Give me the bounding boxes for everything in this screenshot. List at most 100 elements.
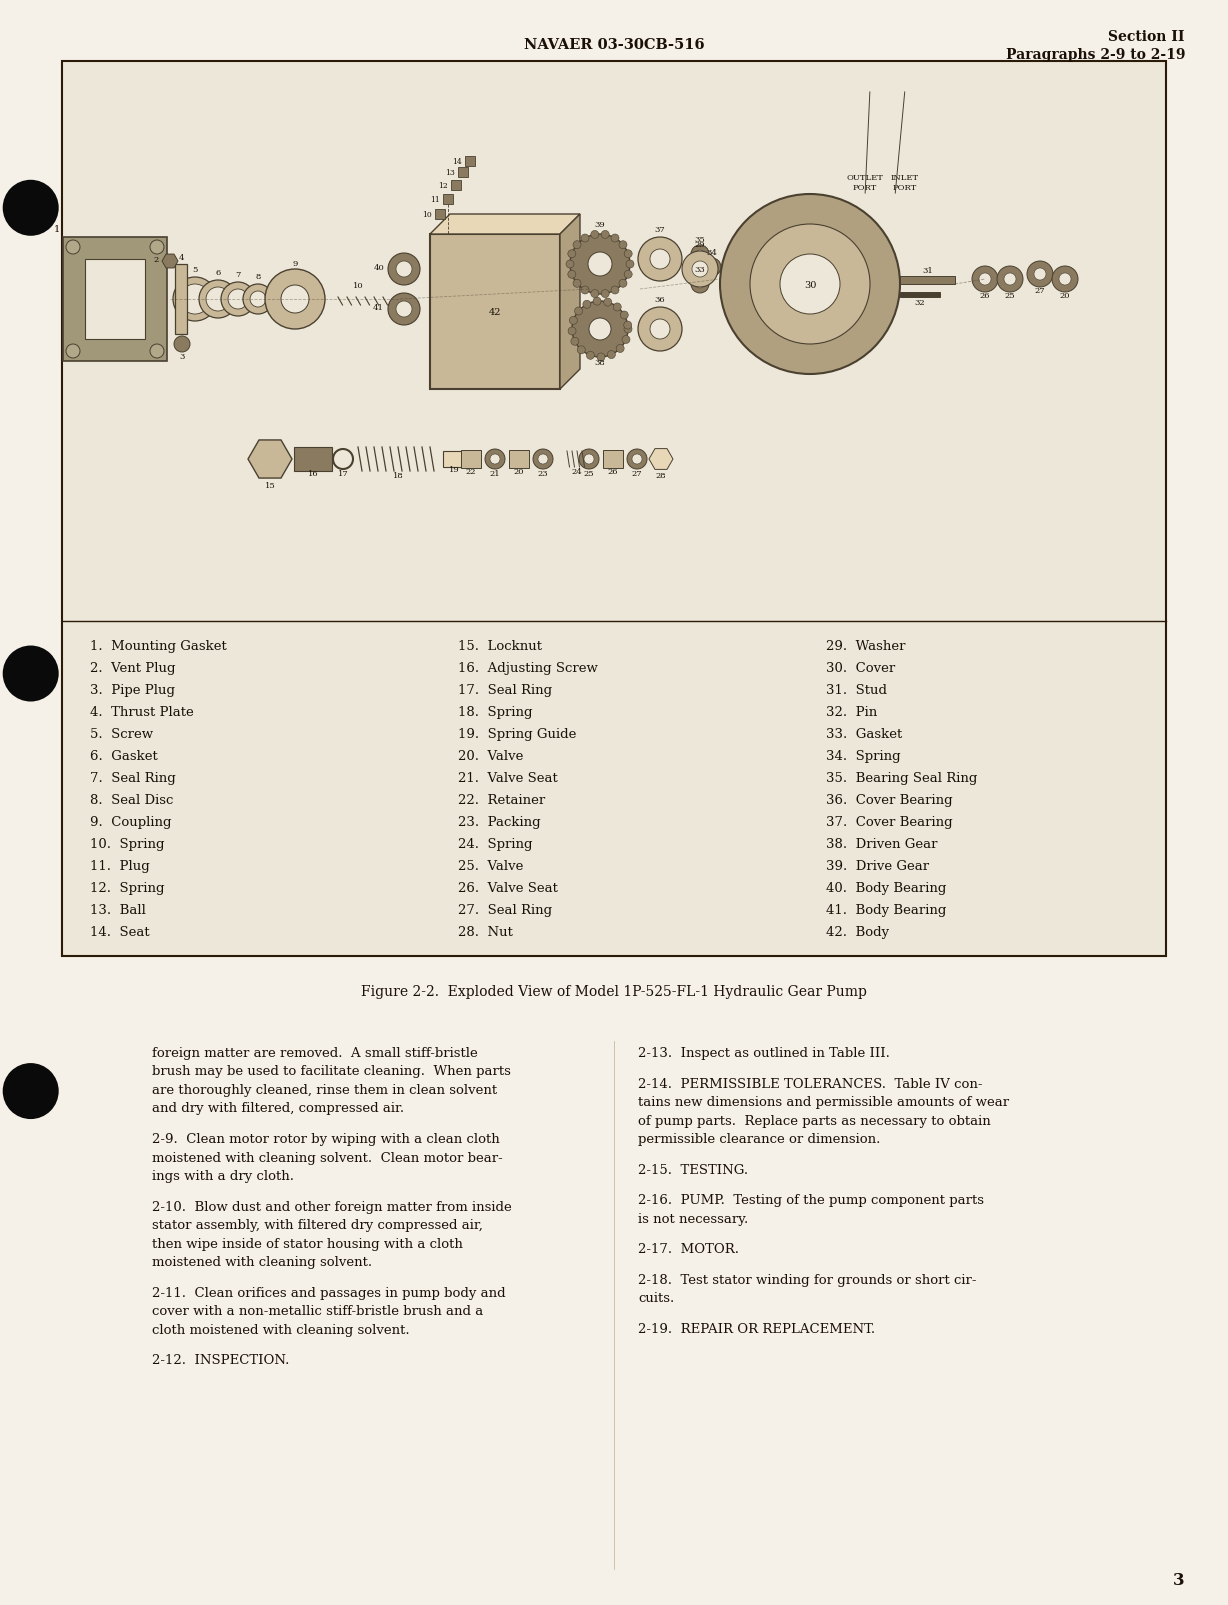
Text: 25: 25 [1005,292,1016,300]
Text: cover with a non-metallic stiff-bristle brush and a: cover with a non-metallic stiff-bristle … [152,1305,484,1318]
Circle shape [696,250,704,258]
Text: NAVAER 03-30CB-516: NAVAER 03-30CB-516 [523,39,705,51]
Circle shape [602,231,609,239]
Polygon shape [162,255,178,268]
Circle shape [619,281,628,289]
Circle shape [709,263,716,271]
Text: tains new dimensions and permissible amounts of wear: tains new dimensions and permissible amo… [639,1095,1009,1109]
Circle shape [66,345,80,360]
Bar [460,451,481,469]
Text: 39.  Drive Gear: 39. Drive Gear [826,859,930,873]
Text: 20: 20 [1060,292,1071,300]
Circle shape [1059,274,1071,286]
Text: 14: 14 [452,157,462,165]
Circle shape [181,284,210,315]
Text: 2-11.  Clean orifices and passages in pump body and: 2-11. Clean orifices and passages in pum… [152,1286,506,1298]
Circle shape [621,337,630,345]
Text: 29.  Washer: 29. Washer [826,640,905,653]
Text: of pump parts.  Replace parts as necessary to obtain: of pump parts. Replace parts as necessar… [639,1114,991,1127]
Text: 4: 4 [178,254,184,262]
Text: 11: 11 [430,196,440,204]
Bar [900,276,955,284]
Text: 10: 10 [352,282,363,291]
Bar [61,63,1167,957]
Circle shape [593,299,600,307]
Circle shape [650,319,670,340]
Text: 37.  Cover Bearing: 37. Cover Bearing [826,815,953,828]
Circle shape [570,234,630,295]
Text: 5: 5 [193,266,198,274]
Circle shape [639,238,682,282]
Circle shape [973,266,998,292]
Circle shape [573,242,581,249]
Text: are thoroughly cleaned, rinse them in clean solvent: are thoroughly cleaned, rinse them in cl… [152,1083,497,1096]
Text: 1.  Mounting Gasket: 1. Mounting Gasket [90,640,227,653]
Text: 2.  Vent Plug: 2. Vent Plug [90,661,176,674]
Circle shape [620,311,629,319]
Circle shape [613,303,621,311]
Polygon shape [560,215,580,390]
Text: 6.  Gasket: 6. Gasket [90,750,157,762]
Text: ings with a dry cloth.: ings with a dry cloth. [152,1170,293,1183]
Text: 22.  Retainer: 22. Retainer [458,793,545,806]
Bar [430,234,560,390]
Circle shape [691,276,709,294]
Text: 32: 32 [915,299,926,307]
Text: 26.  Valve Seat: 26. Valve Seat [458,881,558,894]
Text: 3: 3 [179,353,184,361]
Circle shape [587,351,594,360]
Polygon shape [650,449,673,470]
Circle shape [997,266,1023,292]
Circle shape [1027,262,1052,287]
Text: 2: 2 [154,255,158,263]
Text: 35: 35 [695,236,705,244]
Text: 23: 23 [538,470,549,478]
Bar [443,194,453,205]
Text: 30.  Cover: 30. Cover [826,661,895,674]
Text: 38: 38 [594,360,605,368]
Text: 36.  Cover Bearing: 36. Cover Bearing [826,793,953,806]
Text: 41: 41 [373,303,384,311]
Text: 1: 1 [54,225,60,234]
Text: 22: 22 [465,467,476,475]
Text: 18: 18 [393,472,403,480]
Circle shape [150,241,165,255]
Text: 36: 36 [655,295,666,303]
Circle shape [780,255,840,315]
Circle shape [228,291,248,310]
Text: moistened with cleaning solvent.: moistened with cleaning solvent. [152,1255,372,1268]
Circle shape [575,308,582,316]
Circle shape [693,262,709,278]
Text: and dry with filtered, compressed air.: and dry with filtered, compressed air. [152,1101,404,1115]
Circle shape [567,271,576,279]
Circle shape [979,274,991,286]
Bar [293,448,332,472]
Text: 2-14.  PERMISSIBLE TOLERANCES.  Table IV con-: 2-14. PERMISSIBLE TOLERANCES. Table IV c… [639,1077,982,1090]
Text: 30: 30 [804,281,817,289]
Text: 2-17.  MOTOR.: 2-17. MOTOR. [639,1242,739,1255]
Circle shape [602,291,609,299]
Text: 2-12.  INSPECTION.: 2-12. INSPECTION. [152,1353,290,1366]
Circle shape [696,281,704,289]
Text: 34.  Spring: 34. Spring [826,750,900,762]
Circle shape [588,254,612,276]
Text: PORT: PORT [893,185,917,193]
Text: 31: 31 [922,266,933,274]
Circle shape [577,347,586,355]
Text: 27: 27 [1035,287,1045,295]
Text: 12: 12 [438,181,448,189]
Circle shape [608,351,615,360]
Circle shape [581,234,589,242]
Circle shape [612,234,619,242]
Text: 3.  Pipe Plug: 3. Pipe Plug [90,684,176,697]
Text: cloth moistened with cleaning solvent.: cloth moistened with cleaning solvent. [152,1323,410,1335]
Circle shape [572,302,628,358]
Text: 38.  Driven Gear: 38. Driven Gear [826,838,937,851]
Circle shape [567,250,576,258]
Text: 40: 40 [373,263,384,271]
Text: brush may be used to facilitate cleaning.  When parts: brush may be used to facilitate cleaning… [152,1064,511,1079]
Text: 2-10.  Blow dust and other foreign matter from inside: 2-10. Blow dust and other foreign matter… [152,1201,512,1213]
Text: 18.  Spring: 18. Spring [458,706,533,719]
Circle shape [585,454,594,465]
Text: 33.  Gasket: 33. Gasket [826,727,903,740]
